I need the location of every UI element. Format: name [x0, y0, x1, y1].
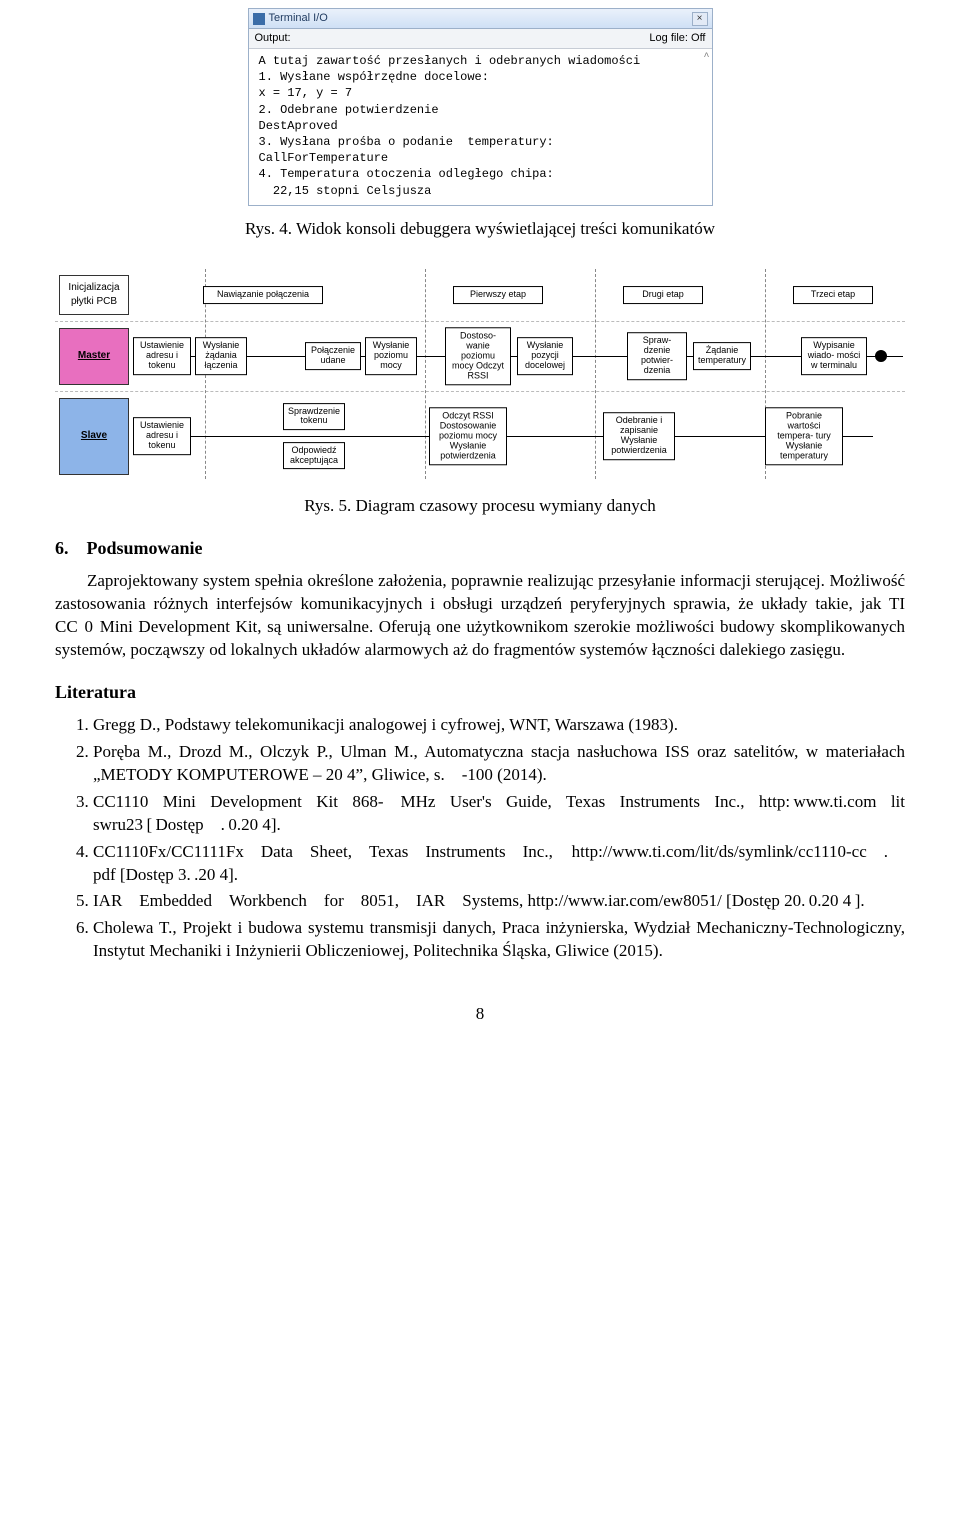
figure4-caption: Rys. 4. Widok konsoli debuggera wyświetl…: [55, 218, 905, 241]
master-node: Połączenie udane: [305, 342, 361, 370]
terminal-output-label: Output:: [255, 31, 291, 46]
terminal-toolbar: Output: Log file: Off: [249, 29, 712, 49]
section6-heading: 6. Podsumowanie: [55, 536, 905, 560]
references-list: Gregg D., Podstawy telekomunikacji analo…: [55, 714, 905, 963]
terminal-title: Terminal I/O: [269, 11, 328, 26]
master-node: Ustawienie adresu i tokenu: [133, 337, 191, 375]
reference-item: Cholewa T., Projekt i budowa systemu tra…: [93, 917, 905, 963]
phase-label: Pierwszy etap: [453, 286, 543, 304]
phase-label: Nawiązanie połączenia: [203, 286, 323, 304]
slave-node: Sprawdzenie tokenu: [283, 403, 345, 431]
terminal-line: 4. Temperatura otoczenia odległego chipa…: [259, 166, 706, 182]
slave-node: Odczyt RSSI Dostosowanie poziomu mocy Wy…: [429, 407, 507, 464]
figure5-caption: Rys. 5. Diagram czasowy procesu wymiany …: [55, 495, 905, 518]
slave-track: Ustawienie adresu i tokenu Sprawdzenie t…: [133, 392, 905, 481]
terminal-line: 2. Odebrane potwierdzenie: [259, 102, 706, 118]
terminal-body: ^ A tutaj zawartość przesłanych i odebra…: [249, 49, 712, 205]
slave-node: Ustawienie adresu i tokenu: [133, 417, 191, 455]
terminal-line: 22,15 stopni Celsjusza: [259, 183, 706, 199]
phase-label: Drugi etap: [623, 286, 703, 304]
terminal-logfile-value: Off: [691, 32, 705, 44]
phase-label: Trzeci etap: [793, 286, 873, 304]
close-icon[interactable]: ×: [692, 12, 708, 26]
master-node: Spraw- dzenie potwier- dzenia: [627, 332, 687, 380]
literature-heading: Literatura: [55, 680, 905, 704]
terminal-line: 3. Wysłana prośba o podanie temperatury:: [259, 134, 706, 150]
terminal-icon: [253, 13, 265, 25]
terminal-window: Terminal I/O × Output: Log file: Off ^ A…: [248, 8, 713, 206]
master-node: Wypisanie wiado- mości w terminalu: [801, 337, 867, 375]
end-icon: [875, 350, 887, 362]
master-track: Ustawienie adresu i tokenu Wysłanie żąda…: [133, 322, 905, 391]
page-number: 8: [55, 1003, 905, 1026]
terminal-line: A tutaj zawartość przesłanych i odebrany…: [259, 53, 706, 69]
reference-item: Poręba M., Drozd M., Olczyk P., Ulman M.…: [93, 741, 905, 787]
lane-slave: Slave: [59, 398, 129, 475]
sequence-diagram: Inicjalizacja płytki PCB Nawiązanie połą…: [55, 269, 905, 481]
slave-node: Odpowiedź akceptująca: [283, 442, 345, 470]
terminal-line: 1. Wysłane współrzędne docelowe:: [259, 69, 706, 85]
section6-body: Zaprojektowany system spełnia określone …: [55, 570, 905, 662]
terminal-line: CallForTemperature: [259, 150, 706, 166]
reference-item: Gregg D., Podstawy telekomunikacji analo…: [93, 714, 905, 737]
master-node: Wysłanie poziomu mocy: [365, 337, 417, 375]
master-node: Wysłanie pozycji docelowej: [517, 337, 573, 375]
master-node: Żądanie temperatury: [693, 342, 751, 370]
reference-item: CC1110Fx/CC1111Fx Data Sheet, Texas Inst…: [93, 841, 905, 887]
master-node: Dostoso- wanie poziomu mocy Odczyt RSSI: [445, 327, 511, 384]
terminal-titlebar: Terminal I/O ×: [249, 9, 712, 29]
terminal-line: DestAproved: [259, 118, 706, 134]
reference-item: IAR Embedded Workbench for 8051, IAR Sys…: [93, 890, 905, 913]
slave-node: Pobranie wartości tempera- tury Wysłanie…: [765, 407, 843, 464]
slave-node: Odebranie i zapisanie Wysłanie potwierdz…: [603, 412, 675, 460]
lane-master: Master: [59, 328, 129, 385]
reference-item: CC1110 Mini Development Kit 868- MHz Use…: [93, 791, 905, 837]
master-node: Wysłanie żądania łączenia: [195, 337, 247, 375]
terminal-logfile-label: Log file:: [649, 32, 688, 44]
scroll-up-icon: ^: [703, 51, 709, 65]
terminal-line: x = 17, y = 7: [259, 85, 706, 101]
phase-label: Inicjalizacja płytki PCB: [59, 275, 129, 315]
